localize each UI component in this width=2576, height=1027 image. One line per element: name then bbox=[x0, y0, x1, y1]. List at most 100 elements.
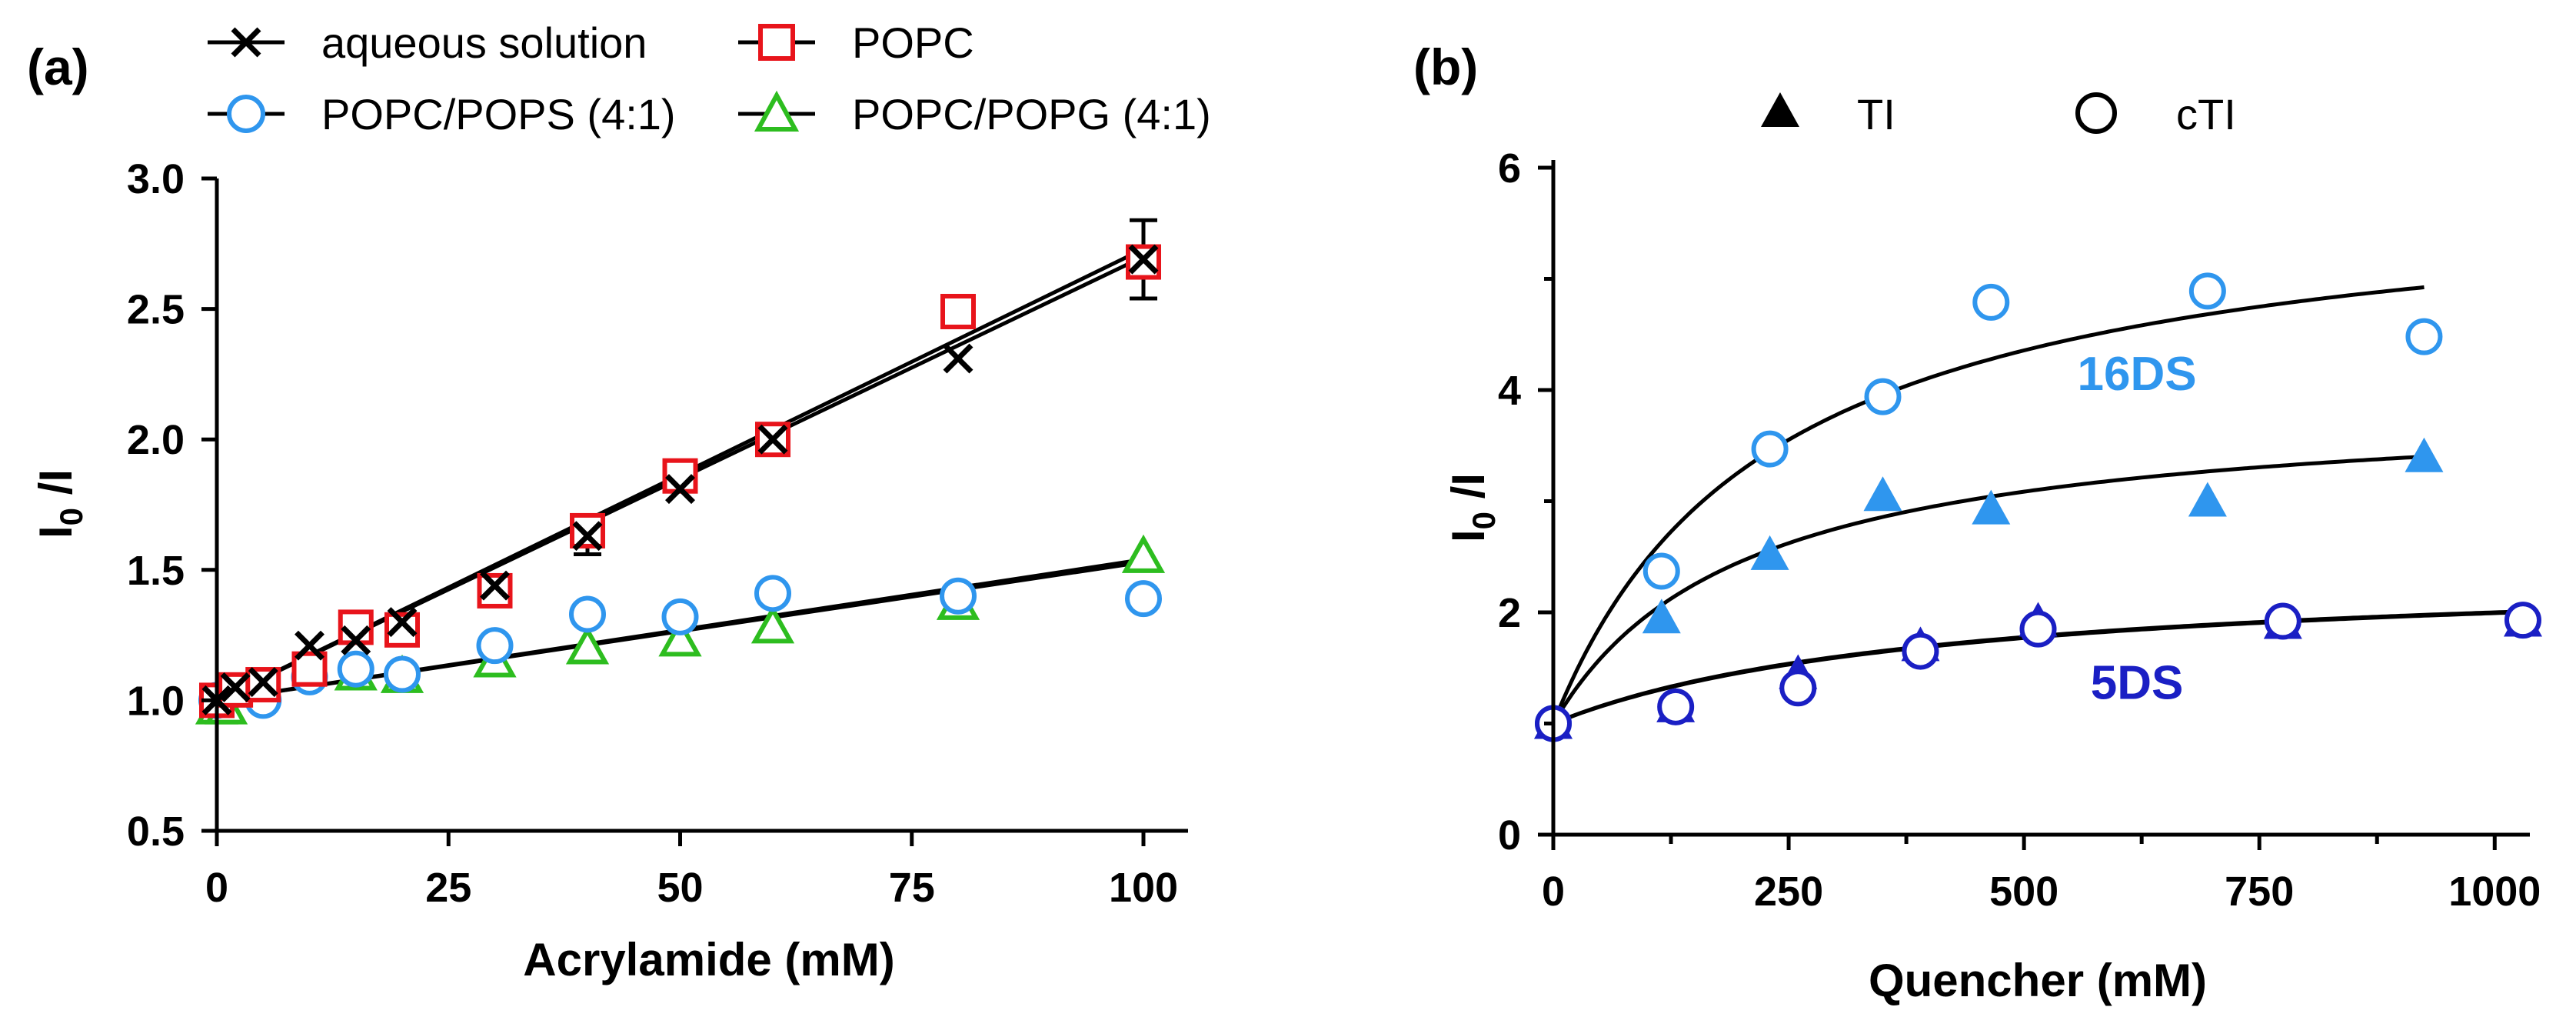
data-point bbox=[248, 667, 278, 698]
legend-label: POPC/POPS (4:1) bbox=[321, 90, 676, 138]
legend-cti: cTI bbox=[2075, 90, 2236, 138]
legend-popc-pops: POPC/POPS (4:1) bbox=[208, 90, 676, 138]
data-point bbox=[1751, 430, 1789, 468]
data-point bbox=[2019, 610, 2057, 648]
data-point bbox=[1121, 534, 1166, 573]
data-point bbox=[569, 595, 606, 633]
data-point bbox=[2188, 272, 2226, 310]
data-point bbox=[1750, 535, 1789, 570]
plot-b: 0 250 500 750 1000 0 2 4 6 16DS 5DS bbox=[1498, 145, 2542, 915]
data-point bbox=[1972, 489, 2011, 525]
data-point bbox=[1972, 283, 2010, 321]
data-point bbox=[1863, 476, 1902, 512]
y-tick-label: 2.0 bbox=[127, 417, 185, 463]
legend-label: cTI bbox=[2176, 90, 2236, 138]
y-tick-label: 2.5 bbox=[127, 287, 185, 333]
legend-popc-popg: POPC/POPG (4:1) bbox=[738, 90, 1211, 138]
x-axis-title-a: Acrylamide (mM) bbox=[523, 934, 894, 985]
data-point bbox=[2405, 318, 2443, 355]
data-point bbox=[658, 618, 702, 657]
triangle-marker-icon bbox=[754, 90, 800, 132]
data-point bbox=[572, 521, 603, 552]
legend-a: aqueous solution POPC POPC/POPS (4:1) PO… bbox=[208, 18, 1211, 138]
data-point bbox=[1902, 632, 1939, 670]
data-point bbox=[477, 572, 513, 609]
data-point bbox=[754, 575, 791, 612]
data-point bbox=[751, 605, 795, 644]
data-point bbox=[1128, 244, 1159, 275]
data-point bbox=[570, 512, 605, 549]
data-point bbox=[1657, 688, 1695, 725]
data-point bbox=[1642, 599, 1681, 634]
legend-popc: POPC bbox=[738, 18, 974, 67]
data-point bbox=[943, 343, 973, 374]
data-point bbox=[2405, 437, 2444, 472]
x-tick-label: 25 bbox=[425, 865, 471, 911]
data-point bbox=[341, 625, 371, 655]
x-tick-label: 250 bbox=[1754, 869, 1823, 915]
x-tick-label: 75 bbox=[889, 865, 935, 911]
legend-aqueous-solution: aqueous solution bbox=[208, 18, 647, 67]
y-tick-label: 6 bbox=[1498, 145, 1521, 192]
data-point bbox=[1642, 552, 1680, 590]
x-tick-label: 750 bbox=[2225, 869, 2294, 915]
panel-b: (b) TI cTI 0 250 500 750 1000 0 2 4 6 16DS 5DS Qu… bbox=[1413, 38, 2542, 1006]
data-point bbox=[1864, 378, 1902, 415]
data-point bbox=[295, 630, 324, 661]
x-axis-title-b: Quencher (mM) bbox=[1869, 955, 2207, 1006]
fit-curve bbox=[1551, 285, 2425, 725]
data-point bbox=[480, 570, 510, 601]
data-point bbox=[337, 650, 374, 688]
data-point bbox=[476, 627, 514, 665]
data-point bbox=[384, 655, 421, 693]
panel-b-label: (b) bbox=[1413, 38, 1478, 95]
y-tick-label: 1.0 bbox=[127, 678, 185, 724]
data-point bbox=[2504, 602, 2541, 639]
legend-ti: TI bbox=[1761, 90, 1895, 138]
y-title-tail: /I bbox=[1443, 473, 1494, 512]
y-title-tail: /I bbox=[30, 469, 82, 508]
data-point bbox=[665, 474, 695, 505]
data-point bbox=[220, 672, 251, 702]
y-axis-title-a: I0 /I bbox=[30, 469, 89, 539]
data-point bbox=[940, 577, 977, 615]
plot-a: 0 25 50 75 100 0.5 1.0 1.5 2.0 2.5 3.0 bbox=[127, 156, 1188, 911]
x-tick-label: 500 bbox=[1989, 869, 2058, 915]
y-title-main: I bbox=[30, 525, 82, 539]
data-point bbox=[565, 625, 610, 665]
legend-label: POPC/POPG (4:1) bbox=[852, 90, 1211, 138]
filled-triangle-icon bbox=[1761, 92, 1799, 127]
y-tick-label: 1.5 bbox=[127, 548, 185, 594]
data-point bbox=[661, 598, 699, 635]
data-point bbox=[387, 607, 418, 638]
data-point bbox=[2264, 602, 2301, 640]
data-point bbox=[1779, 669, 1817, 707]
y-tick-label: 3.0 bbox=[127, 156, 185, 202]
x-tick-label: 0 bbox=[205, 865, 228, 911]
legend-b: TI cTI bbox=[1761, 90, 2236, 138]
open-circle-icon bbox=[2075, 92, 2117, 134]
panel-a: (a) aqueous solution POPC POPC/POPS (4:1… bbox=[27, 18, 1211, 985]
y-axis-title-b: I0 /I bbox=[1443, 473, 1502, 542]
y-tick-label: 0.5 bbox=[127, 809, 185, 855]
y-title-sub: 0 bbox=[53, 508, 89, 525]
y-tick-label: 2 bbox=[1498, 590, 1521, 636]
x-tick-label: 50 bbox=[657, 865, 703, 911]
data-point bbox=[2188, 482, 2227, 517]
square-marker-icon bbox=[758, 24, 795, 61]
y-tick-label: 4 bbox=[1498, 368, 1521, 414]
annotation-label: 16DS bbox=[2078, 348, 2197, 401]
data-point bbox=[1125, 580, 1162, 618]
legend-label: aqueous solution bbox=[321, 18, 647, 67]
x-marker-icon bbox=[231, 27, 261, 58]
panel-a-label: (a) bbox=[27, 38, 89, 95]
x-tick-label: 100 bbox=[1109, 865, 1178, 911]
annotation-label: 5DS bbox=[2091, 657, 2184, 710]
legend-label: POPC bbox=[852, 18, 974, 67]
y-tick-label: 0 bbox=[1498, 812, 1521, 859]
data-point bbox=[757, 424, 788, 455]
legend-label: TI bbox=[1857, 90, 1895, 138]
circle-marker-icon bbox=[227, 95, 265, 133]
data-point bbox=[940, 293, 976, 329]
